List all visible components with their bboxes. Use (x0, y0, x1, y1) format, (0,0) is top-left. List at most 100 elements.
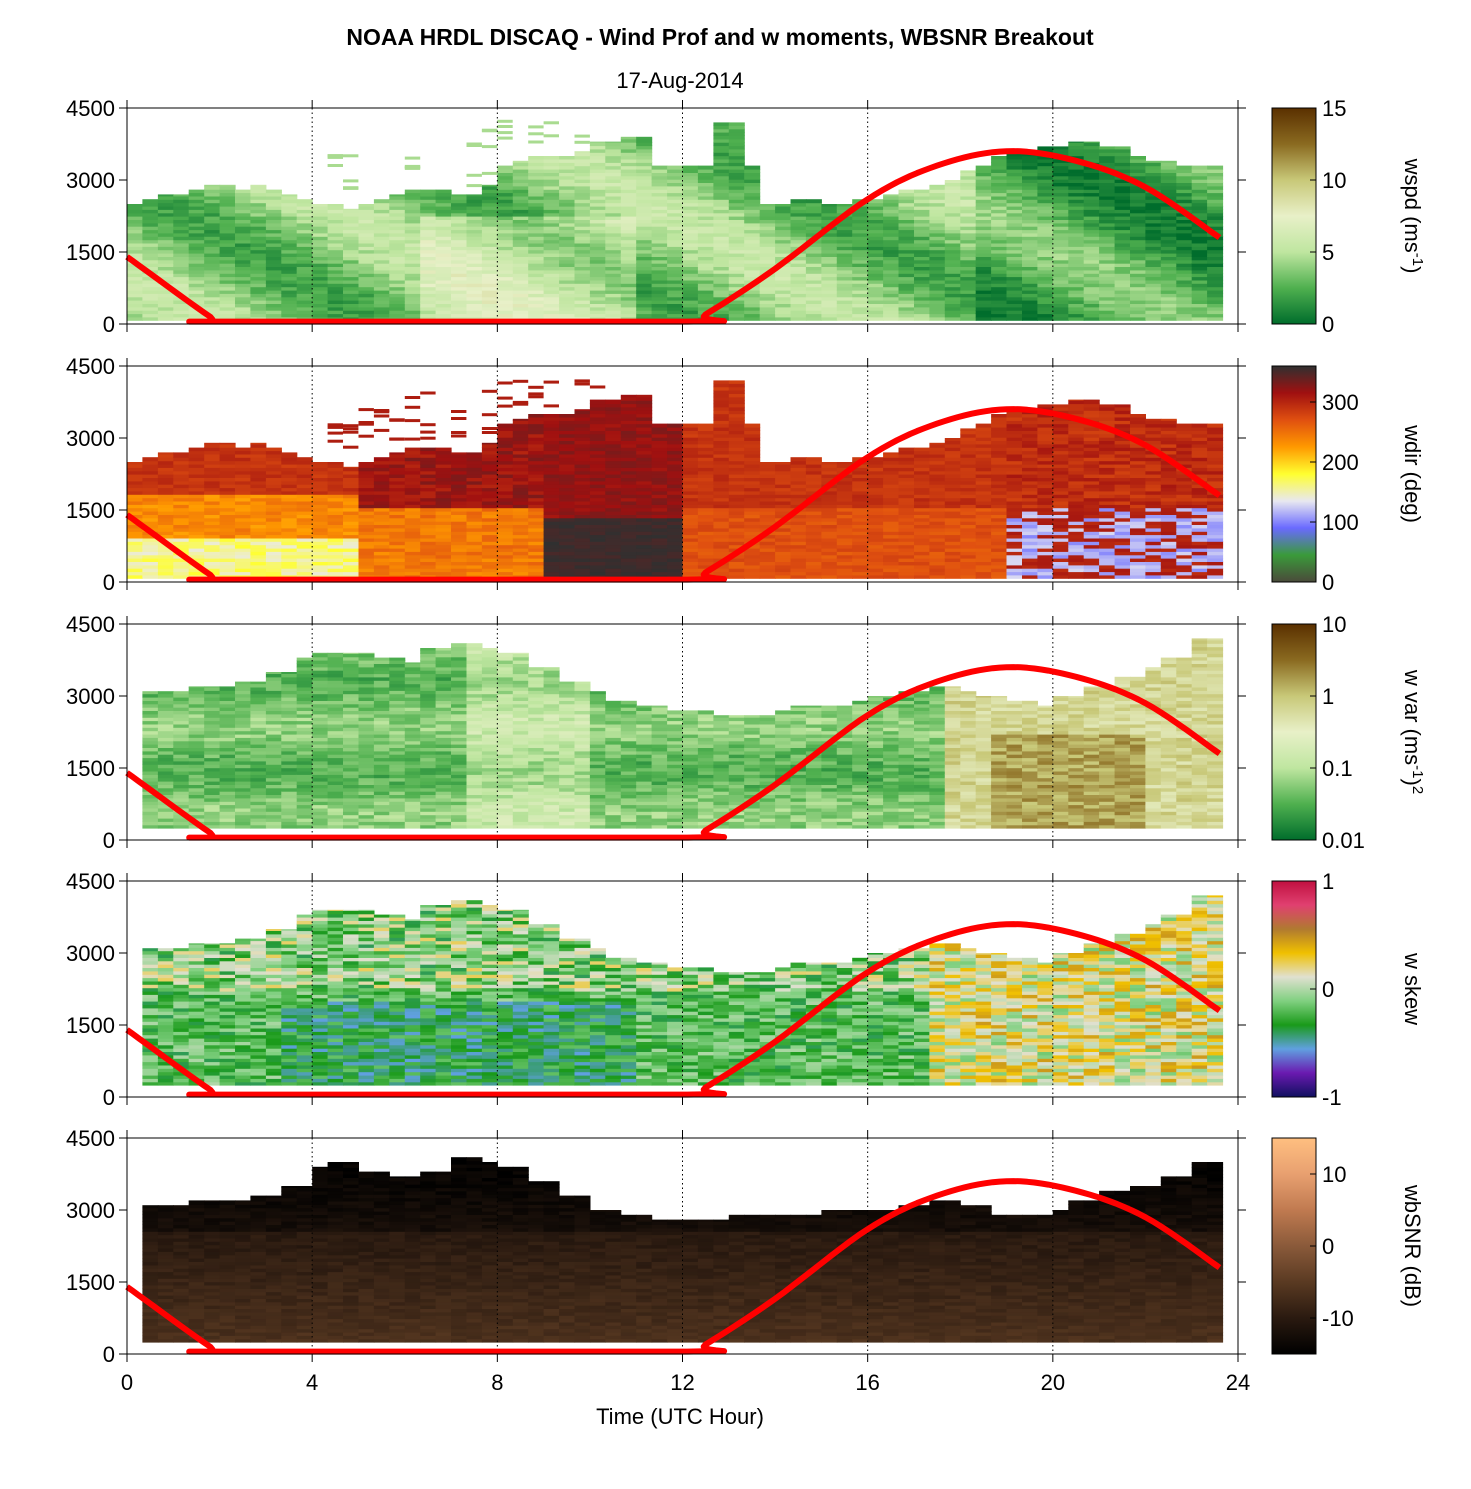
heatmap-cell (420, 263, 437, 267)
heatmap-cell (512, 169, 529, 173)
heatmap-cell (358, 564, 375, 569)
heatmap-cell (728, 229, 745, 234)
heatmap-cell (1037, 256, 1054, 261)
heatmap-cell (327, 293, 344, 298)
heatmap-cell (219, 286, 236, 291)
heatmap-cell (1006, 242, 1023, 247)
heatmap-cell (466, 554, 483, 559)
heatmap-cell (497, 205, 514, 210)
heatmap-cell (898, 232, 915, 237)
heatmap-cell (759, 249, 776, 254)
heatmap-cell (852, 289, 869, 294)
heatmap-cell (404, 480, 421, 485)
heatmap-cell (265, 300, 282, 304)
heatmap-cell (1006, 316, 1023, 321)
heatmap-cell (265, 457, 282, 462)
heatmap-cell (1006, 219, 1023, 224)
heatmap-cell (620, 256, 637, 261)
heatmap-cell (127, 212, 143, 217)
heatmap-cell (1176, 273, 1193, 278)
heatmap-cell (1145, 269, 1162, 274)
heatmap-cell (1006, 182, 1023, 187)
heatmap-cell (389, 490, 406, 495)
heatmap-cell (1006, 269, 1023, 274)
heatmap-cell (1130, 236, 1146, 241)
heatmap-cell (404, 209, 421, 214)
heatmap-cell (1083, 222, 1100, 227)
heatmap-cell (1191, 300, 1208, 304)
heatmap-cell (435, 263, 452, 267)
heatmap-cell (265, 551, 282, 556)
heatmap-cell (651, 263, 668, 267)
heatmap-cell (636, 293, 653, 298)
heatmap-cell (1052, 216, 1069, 220)
heatmap-cell (343, 517, 359, 522)
heatmap-cell (543, 232, 560, 237)
heatmap-cell (713, 135, 730, 140)
heatmap-cell (852, 222, 869, 227)
heatmap-cell (667, 286, 684, 291)
heatmap-cell (296, 527, 313, 532)
heatmap-cell (1145, 169, 1162, 173)
heatmap-cell (543, 172, 560, 177)
heatmap-cell (265, 571, 282, 576)
heatmap-cell (589, 490, 606, 495)
heatmap-cell (589, 480, 606, 485)
heatmap-cell (914, 263, 930, 267)
heatmap-cell (682, 266, 699, 271)
heatmap-cell (327, 423, 343, 427)
heatmap-cell (559, 256, 576, 261)
heatmap-cell (929, 303, 946, 308)
heatmap-cell (728, 457, 745, 462)
heatmap-cell (358, 551, 375, 556)
heatmap-cell (451, 507, 467, 512)
heatmap-cell (775, 249, 792, 254)
heatmap-cell (404, 561, 421, 566)
heatmap-cell (605, 202, 622, 207)
heatmap-cell (836, 259, 853, 264)
heatmap-cell (1176, 266, 1193, 271)
heatmap-cell (497, 527, 514, 532)
heatmap-cell (1099, 216, 1116, 220)
heatmap-cell (605, 276, 622, 281)
heatmap-cell (1114, 158, 1131, 163)
heatmap-cell (373, 544, 390, 549)
heatmap-cell (805, 259, 822, 264)
heatmap-cell (744, 306, 761, 311)
heatmap-cell (559, 172, 576, 177)
heatmap-cell (358, 504, 375, 509)
heatmap-cell (435, 558, 452, 562)
heatmap-cell (157, 316, 174, 321)
heatmap-cell (744, 289, 761, 294)
heatmap-cell (219, 306, 236, 311)
heatmap-cell (219, 313, 236, 318)
heatmap-cell (636, 246, 653, 251)
heatmap-cell (1114, 212, 1131, 217)
heatmap-cell (188, 293, 205, 298)
heatmap-cell (1022, 249, 1038, 254)
heatmap-cell (466, 500, 483, 505)
heatmap-cell (343, 504, 359, 509)
heatmap-cell (1207, 192, 1224, 197)
heatmap-cell (188, 544, 205, 549)
heatmap-cell (343, 445, 359, 449)
heatmap-cell (636, 410, 653, 415)
heatmap-cell (281, 205, 298, 210)
heatmap-cell (265, 531, 282, 536)
heatmap-cell (1022, 202, 1038, 207)
heatmap-cell (466, 246, 483, 251)
heatmap-cell (296, 310, 313, 315)
heatmap-cell (1130, 273, 1146, 278)
heatmap-cell (1114, 276, 1131, 281)
heatmap-cell (713, 236, 730, 241)
heatmap-cell (836, 232, 853, 237)
heatmap-cell (543, 450, 560, 455)
heatmap-cell (204, 467, 221, 472)
heatmap-cell (219, 497, 236, 502)
heatmap-cell (204, 286, 221, 291)
heatmap-cell (836, 313, 853, 318)
heatmap-cell (713, 263, 730, 267)
heatmap-cell (559, 420, 576, 425)
heatmap-cell (543, 474, 560, 478)
heatmap-cell (697, 175, 714, 180)
